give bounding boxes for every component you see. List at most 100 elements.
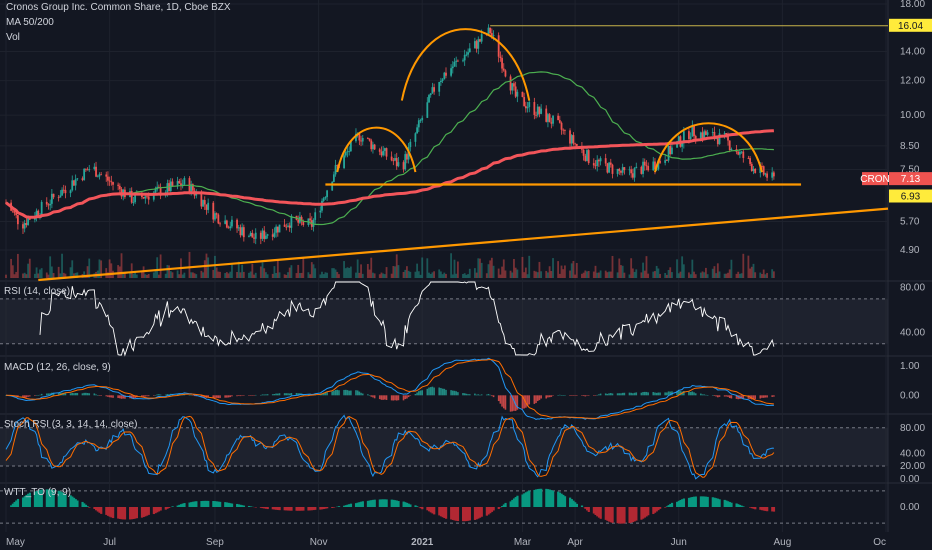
volume-bar bbox=[504, 270, 507, 278]
macd-histogram-bar bbox=[609, 393, 612, 396]
candle-body bbox=[302, 220, 305, 226]
volume-bar bbox=[462, 274, 464, 278]
candle-body bbox=[635, 166, 638, 169]
candle-body bbox=[455, 60, 458, 62]
candle-body bbox=[25, 223, 28, 225]
macd-histogram-bar bbox=[586, 395, 588, 396]
wtt-bar bbox=[28, 492, 31, 507]
volume-bar bbox=[324, 272, 327, 278]
macd-histogram-bar bbox=[249, 395, 252, 396]
candle-body bbox=[195, 192, 198, 196]
wtt-bar bbox=[23, 496, 26, 507]
candle-body bbox=[764, 173, 767, 175]
wtt-bar bbox=[562, 494, 565, 507]
volume-bar bbox=[489, 260, 492, 278]
volume-bar bbox=[69, 267, 72, 278]
macd-histogram-bar bbox=[200, 395, 203, 398]
candle-body bbox=[154, 189, 157, 193]
volume-bar bbox=[275, 273, 278, 278]
candle-body bbox=[394, 158, 396, 161]
volume-bar bbox=[499, 274, 502, 278]
volume-bar bbox=[417, 271, 420, 278]
volume-bar bbox=[451, 274, 454, 278]
candle-body bbox=[95, 166, 97, 177]
volume-bar bbox=[407, 270, 410, 278]
candle-body bbox=[630, 169, 633, 174]
macd-histogram-bar bbox=[62, 392, 65, 396]
wtt-bar bbox=[621, 507, 624, 524]
volume-bar bbox=[241, 264, 244, 278]
candle-body bbox=[645, 165, 648, 167]
ma-legend: MA 50/200 bbox=[6, 17, 54, 28]
macd-histogram-bar bbox=[642, 391, 644, 396]
candle-body bbox=[83, 168, 86, 180]
candle-body bbox=[509, 76, 512, 91]
volume-bar bbox=[523, 272, 526, 278]
volume-bar bbox=[273, 266, 276, 278]
macd-histogram-bar bbox=[735, 395, 738, 399]
macd-histogram-bar bbox=[455, 391, 457, 396]
macd-histogram-bar bbox=[632, 393, 634, 396]
macd-histogram-bar bbox=[438, 387, 441, 396]
wtt-bar bbox=[212, 500, 215, 507]
volume-bar bbox=[677, 273, 680, 278]
wtt-bar bbox=[134, 507, 137, 519]
candle-body bbox=[584, 155, 587, 161]
candle-body bbox=[524, 106, 527, 109]
volume-bar bbox=[705, 267, 707, 278]
macd-histogram-bar bbox=[271, 394, 274, 396]
candle-body bbox=[450, 68, 452, 76]
macd-histogram-bar bbox=[569, 395, 571, 396]
macd-histogram-bar bbox=[487, 393, 490, 396]
macd-histogram-bar bbox=[727, 395, 729, 397]
macd-histogram-bar bbox=[324, 392, 327, 396]
macd-histogram-bar bbox=[248, 395, 250, 396]
macd-histogram-bar bbox=[581, 395, 583, 396]
candle-body bbox=[771, 172, 774, 178]
candle-body bbox=[587, 150, 590, 164]
macd-histogram-bar bbox=[604, 393, 607, 396]
wtt-bar bbox=[157, 507, 161, 512]
x-tick-label: Nov bbox=[310, 537, 328, 548]
wtt-bar bbox=[468, 507, 471, 521]
macd-histogram-bar bbox=[666, 392, 668, 396]
macd-histogram-bar bbox=[47, 393, 50, 396]
macd-histogram-bar bbox=[598, 394, 600, 396]
wtt-bar bbox=[558, 492, 562, 507]
volume-bar bbox=[382, 273, 385, 278]
macd-histogram-bar bbox=[475, 394, 478, 396]
candle-body bbox=[440, 80, 442, 83]
wtt-bar bbox=[263, 507, 266, 509]
candle-body bbox=[15, 212, 18, 216]
wtt-bar bbox=[326, 507, 329, 509]
wtt-bar bbox=[166, 507, 169, 509]
wtt-bar bbox=[81, 501, 84, 507]
volume-bar bbox=[373, 273, 376, 278]
signal-line bbox=[5, 358, 774, 419]
volume-bar bbox=[490, 257, 493, 278]
candle-body bbox=[421, 117, 424, 121]
macd-histogram-bar bbox=[771, 395, 773, 397]
volume-bar bbox=[225, 272, 228, 278]
candle-body bbox=[606, 163, 609, 173]
macd-histogram-bar bbox=[419, 390, 422, 396]
wtt-bar bbox=[307, 507, 310, 511]
wtt-bar bbox=[750, 507, 753, 509]
macd-histogram-bar bbox=[540, 395, 542, 399]
macd-histogram-bar bbox=[703, 394, 706, 396]
candle-body bbox=[772, 172, 775, 177]
volume-bar bbox=[217, 271, 220, 278]
wtt-bar bbox=[455, 507, 458, 521]
candle-body bbox=[27, 218, 29, 225]
wtt-bar bbox=[346, 504, 349, 507]
candle-body bbox=[146, 196, 148, 198]
wtt-bar bbox=[202, 500, 205, 507]
volume-bar bbox=[570, 263, 573, 278]
volume-bar bbox=[557, 261, 560, 278]
macd-histogram-bar bbox=[677, 390, 680, 396]
macd-histogram-bar bbox=[766, 395, 768, 398]
wtt-bar bbox=[439, 507, 443, 517]
candle-body bbox=[319, 210, 322, 213]
wtt-bar bbox=[112, 507, 115, 519]
